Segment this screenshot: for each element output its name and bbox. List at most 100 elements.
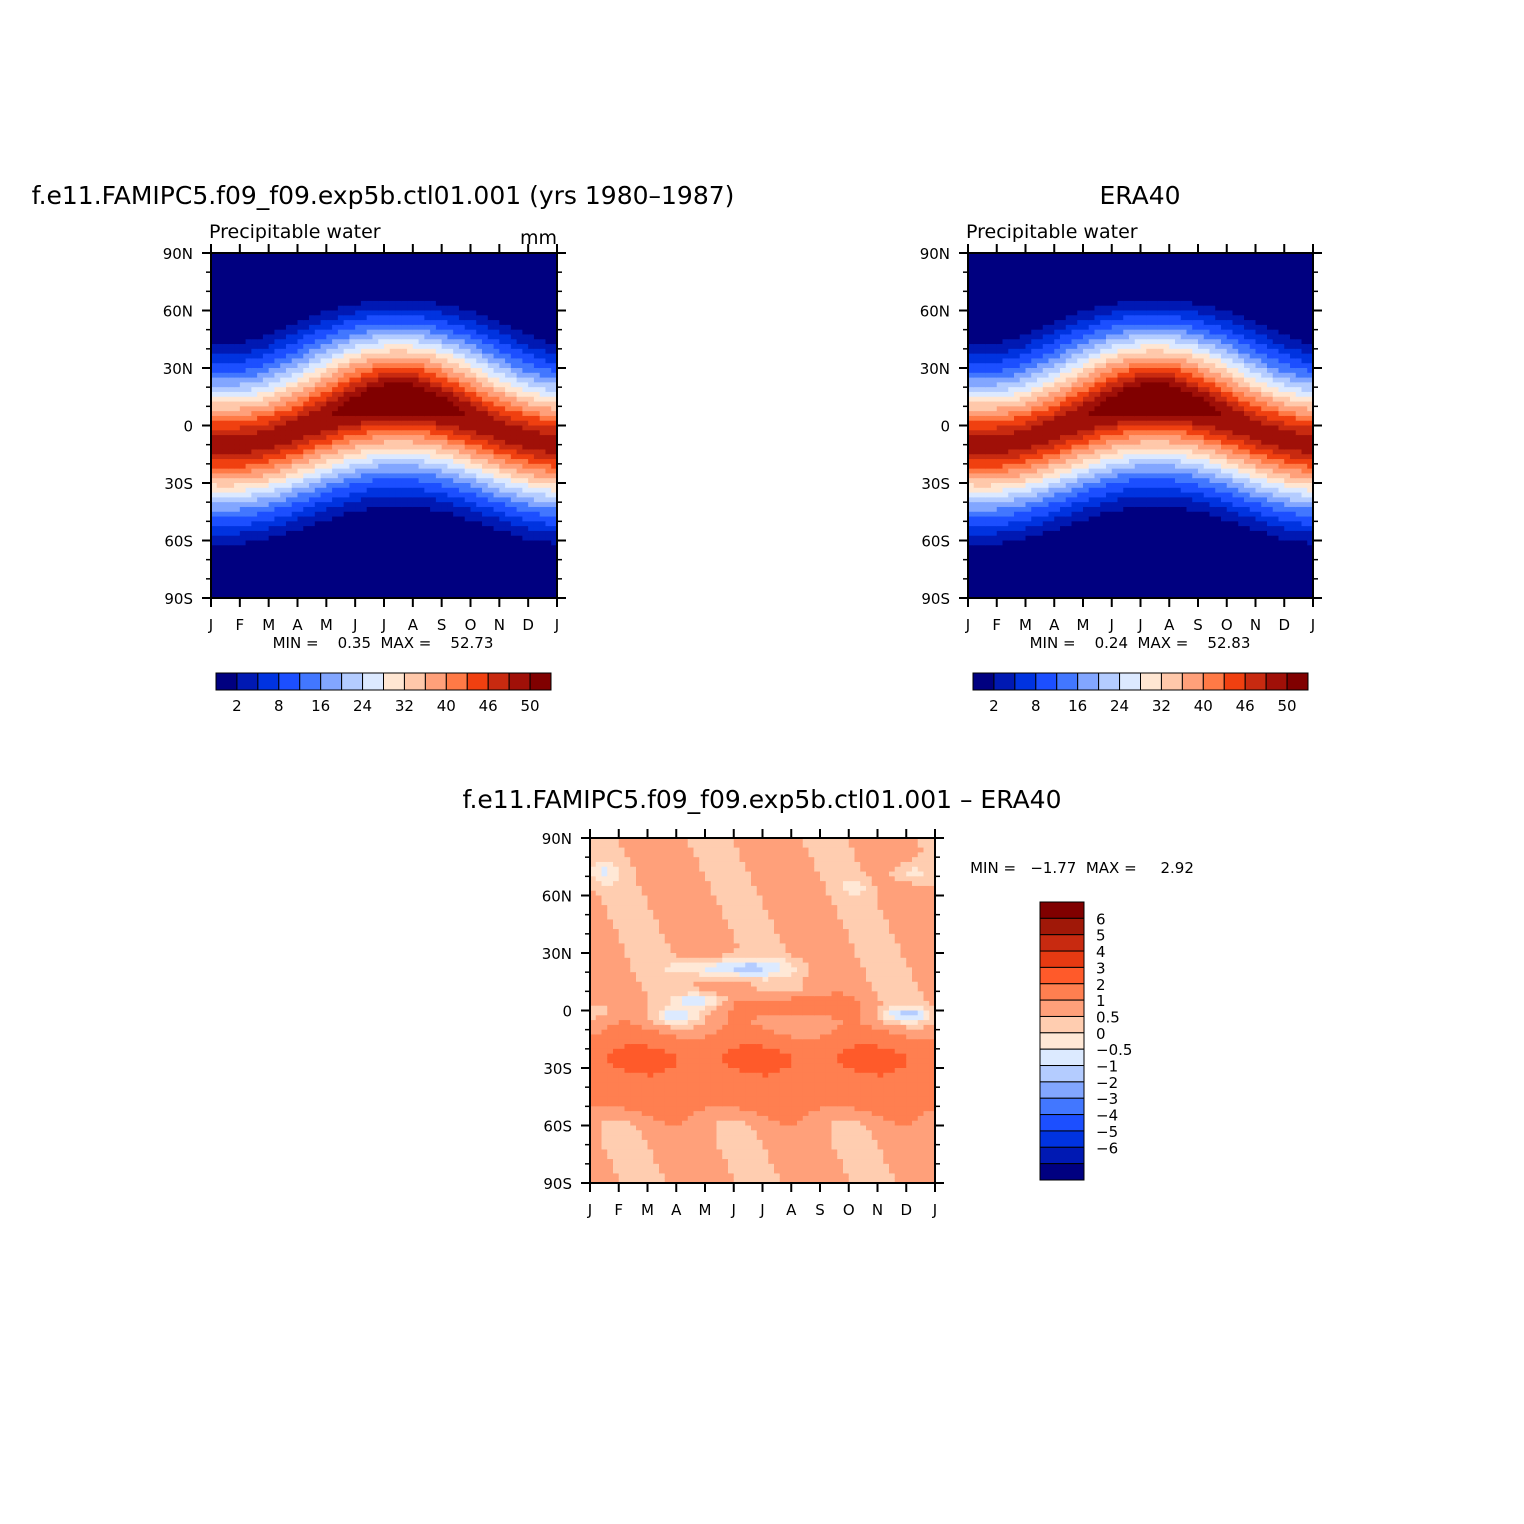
field-cell — [274, 454, 281, 460]
field-cell — [464, 276, 472, 283]
field-cell — [447, 372, 454, 379]
field-cell — [291, 459, 299, 465]
field-cell — [979, 281, 986, 288]
field-cell — [1002, 521, 1009, 527]
field-cell — [551, 430, 558, 436]
field-cell — [211, 253, 218, 259]
field-cell — [401, 300, 408, 307]
field-cell — [262, 262, 270, 268]
field-cell — [453, 545, 460, 551]
field-cell — [332, 420, 339, 427]
field-cell — [499, 286, 506, 292]
field-cell — [430, 276, 437, 283]
field-cell — [280, 339, 287, 345]
field-cell — [968, 502, 975, 508]
field-cell — [476, 545, 483, 551]
field-cell — [285, 406, 293, 412]
field-cell — [516, 502, 523, 508]
field-cell — [309, 492, 316, 498]
field-cell — [407, 262, 414, 268]
field-cell — [216, 588, 224, 594]
field-cell — [326, 492, 333, 498]
field-cell — [337, 593, 345, 599]
field-cell — [384, 506, 391, 513]
field-cell — [337, 540, 345, 546]
field-cell — [435, 281, 443, 288]
field-cell — [985, 363, 992, 369]
field-cell — [996, 334, 1004, 340]
field-cell — [251, 487, 258, 494]
field-cell — [499, 492, 506, 498]
field-cell — [996, 324, 1004, 331]
field-cell — [395, 444, 402, 451]
field-cell — [464, 344, 472, 350]
field-cell — [216, 554, 224, 561]
field-cell — [280, 344, 287, 350]
field-cell — [430, 497, 437, 503]
field-cell — [285, 487, 293, 494]
field-cell — [337, 502, 345, 508]
field-cell — [991, 593, 998, 599]
field-cell — [482, 262, 489, 268]
field-cell — [309, 257, 316, 264]
field-cell — [268, 329, 276, 336]
field-cell — [493, 291, 500, 297]
field-cell — [309, 286, 316, 292]
field-cell — [522, 545, 529, 551]
field-cell — [245, 372, 252, 379]
field-cell — [234, 502, 241, 508]
field-cell — [458, 473, 466, 479]
field-cell — [551, 281, 558, 288]
field-cell — [239, 564, 247, 570]
field-cell — [1002, 550, 1009, 556]
field-cell — [257, 473, 264, 479]
field-cell — [395, 516, 402, 522]
field-cell — [274, 348, 281, 355]
field-cell — [245, 454, 252, 460]
field-cell — [1008, 339, 1015, 345]
field-cell — [482, 559, 489, 566]
field-cell — [285, 478, 293, 484]
colorbar-swatch — [299, 672, 322, 691]
field-cell — [412, 545, 420, 551]
field-cell — [228, 444, 235, 451]
field-cell — [407, 511, 414, 518]
field-cell — [239, 353, 247, 360]
field-cell — [222, 310, 229, 316]
field-cell — [222, 449, 229, 455]
field-cell — [320, 588, 327, 594]
field-cell — [314, 320, 322, 326]
field-cell — [979, 401, 986, 407]
field-cell — [1008, 267, 1015, 273]
field-cell — [487, 324, 495, 331]
field-cell — [274, 310, 281, 316]
field-cell — [309, 511, 316, 518]
field-cell — [384, 530, 391, 537]
field-cell — [510, 425, 518, 431]
field-cell — [395, 415, 402, 422]
field-cell — [251, 430, 258, 436]
field-cell — [487, 473, 495, 479]
field-cell — [510, 506, 518, 513]
field-cell — [528, 569, 535, 575]
field-cell — [991, 344, 998, 350]
field-cell — [973, 401, 981, 407]
field-cell — [996, 377, 1004, 383]
field-cell — [291, 550, 299, 556]
field-cell — [979, 358, 986, 364]
field-cell — [372, 368, 379, 374]
field-cell — [332, 463, 339, 470]
field-cell — [337, 463, 345, 470]
field-cell — [435, 459, 443, 465]
field-cell — [973, 257, 981, 264]
field-cell — [378, 406, 385, 412]
field-cell — [228, 310, 235, 316]
field-cell — [245, 253, 252, 259]
field-cell — [337, 339, 345, 345]
field-cell — [378, 324, 385, 331]
field-cell — [528, 545, 535, 551]
field-cell — [320, 487, 327, 494]
field-cell — [274, 530, 281, 537]
field-cell — [476, 276, 483, 283]
field-cell — [285, 329, 293, 336]
